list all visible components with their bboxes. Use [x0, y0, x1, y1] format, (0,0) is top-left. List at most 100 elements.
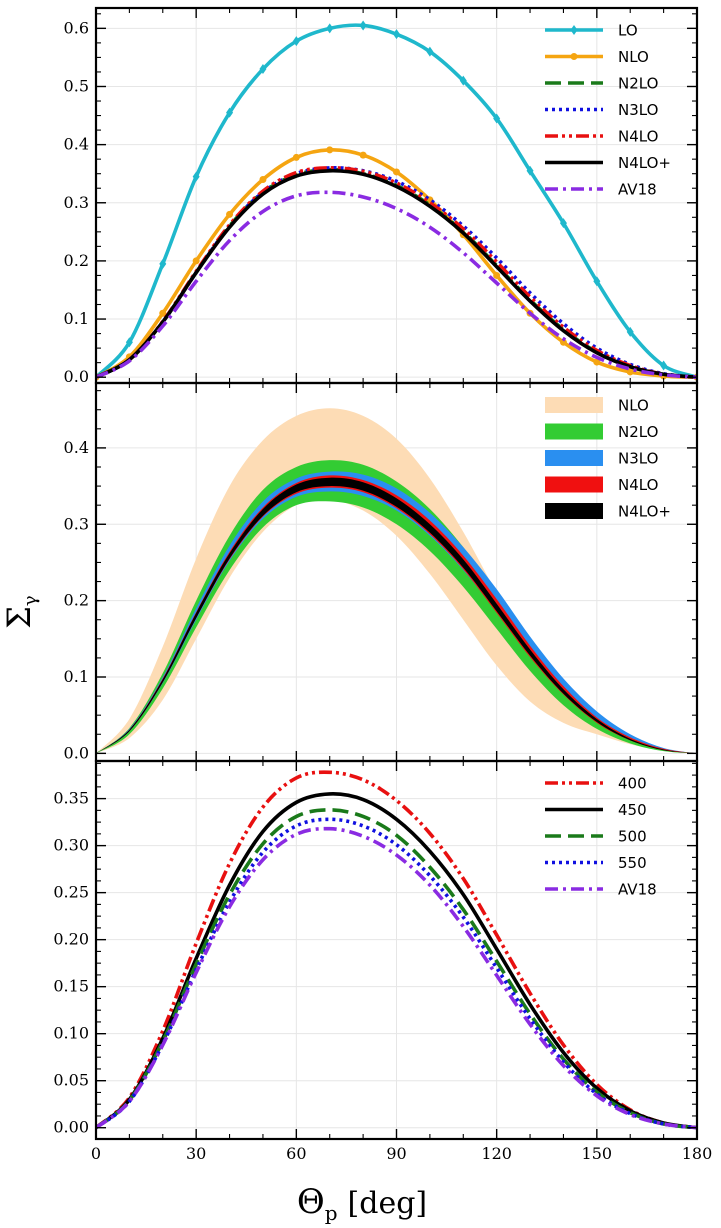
y-tick-label: 0.6 — [64, 18, 89, 37]
data-point — [626, 368, 634, 376]
legend-label: 500 — [618, 828, 647, 846]
data-point — [226, 107, 234, 118]
y-tick-label: 0.00 — [53, 1118, 89, 1137]
panel-middle: 0.0 0.1 0.2 0.3 0.4 NLO N2LO N3LO N4LO N4LO+ — [64, 381, 699, 762]
data-point — [259, 64, 267, 75]
x-tick-label: 0 — [91, 1144, 101, 1163]
x-axis-unit: [deg] — [348, 1186, 428, 1221]
data-point — [393, 29, 400, 40]
legend-swatch — [545, 450, 603, 466]
data-point — [459, 75, 467, 86]
data-point — [159, 309, 167, 317]
series-line-n4lo-plus — [96, 168, 697, 379]
data-point — [559, 338, 567, 346]
x-tick-label: 150 — [582, 1144, 613, 1163]
data-point — [660, 360, 668, 371]
legend-label: N2LO — [618, 423, 658, 441]
data-point — [292, 36, 300, 47]
data-point — [292, 153, 300, 161]
legend-swatch — [545, 503, 603, 519]
y-tick-label: 0.4 — [64, 135, 89, 154]
y-tick-label: 0.5 — [64, 76, 89, 95]
legend-label: AV18 — [618, 181, 657, 199]
legend-swatch — [545, 397, 603, 413]
y-tick-label: 0.0 — [64, 367, 89, 386]
series-line-550 — [96, 817, 697, 1130]
y-axis-symbol: Σ — [0, 606, 38, 629]
y-tick-label: 0.05 — [53, 1071, 89, 1090]
data-point — [593, 358, 601, 366]
legend-label: N4LO — [618, 476, 658, 494]
data-point — [393, 168, 400, 176]
data-point — [626, 326, 634, 337]
y-axis-title: Σγ — [0, 595, 41, 628]
series-line-400 — [96, 770, 697, 1130]
legend-label: 400 — [618, 775, 647, 793]
legend-marker — [570, 25, 578, 35]
y-tick-label: 0.15 — [53, 977, 89, 996]
series-line-av18 — [96, 190, 697, 379]
legend-label: NLO — [618, 397, 649, 415]
y-tick-label: 0.1 — [64, 667, 89, 686]
legend-marker — [570, 53, 578, 60]
y-tick-label: 0.2 — [64, 251, 89, 270]
legend-label: N3LO — [618, 101, 658, 119]
data-point — [259, 176, 267, 184]
y-tick-label: 0.30 — [53, 836, 89, 855]
legend-label: LO — [618, 22, 638, 40]
band-nlo — [96, 408, 697, 754]
series-line-av18 — [96, 826, 697, 1130]
legend-label: N2LO — [618, 75, 658, 93]
panel-top: 0.0 0.1 0.2 0.3 0.4 0.5 0.6 LO NLO N2LO N3LO N4LO N4… — [64, 6, 699, 386]
x-axis-subscript: p — [325, 1201, 338, 1225]
y-tick-label: 0.3 — [64, 514, 89, 533]
legend-swatch — [545, 423, 603, 440]
plot-area — [96, 20, 697, 383]
y-tick-label: 0.2 — [64, 591, 89, 610]
y-axis-subscript: γ — [20, 595, 41, 606]
x-tick-label: 30 — [186, 1144, 206, 1163]
panels: 0.0 0.1 0.2 0.3 0.4 0.5 0.6 LO NLO N2LO N3LO N4LO N4… — [53, 6, 713, 1163]
legend: 400 450 500 550 AV18 — [545, 775, 657, 899]
plot-area — [96, 770, 697, 1130]
x-tick-label: 90 — [386, 1144, 406, 1163]
data-point — [526, 165, 534, 176]
legend-label: NLO — [618, 48, 649, 66]
series-line-500 — [96, 808, 697, 1130]
data-point — [359, 151, 367, 159]
y-tick-label: 0.10 — [53, 1024, 89, 1043]
legend-label: N4LO+ — [618, 154, 671, 172]
svg-text:Σγ: Σγ — [0, 595, 41, 628]
data-point — [192, 257, 200, 265]
y-tick-label: 0.20 — [53, 930, 89, 949]
x-tick-label: 180 — [682, 1144, 713, 1163]
data-point — [359, 20, 367, 31]
data-point — [426, 46, 434, 57]
data-point — [559, 218, 567, 229]
legend: LO NLO N2LO N3LO N4LO N4LO+ AV18 — [545, 22, 671, 199]
legend: NLO N2LO N3LO N4LO N4LO+ — [545, 397, 671, 521]
y-tick-label: 0.1 — [64, 309, 89, 328]
legend-swatch — [545, 476, 603, 493]
y-tick-label: 0.0 — [64, 743, 89, 762]
legend-label: N3LO — [618, 450, 658, 468]
data-point — [593, 276, 601, 287]
y-tick-label: 0.4 — [64, 438, 89, 457]
x-axis-symbol: Θ — [297, 1182, 325, 1222]
legend-label: N4LO — [618, 128, 658, 146]
y-tick-label: 0.3 — [64, 193, 89, 212]
plot-area — [96, 408, 697, 754]
y-tick-label: 0.35 — [53, 789, 89, 808]
legend-label: N4LO+ — [618, 503, 671, 521]
data-point — [226, 210, 234, 218]
x-axis-title: Θp [deg] — [297, 1182, 427, 1225]
data-point — [326, 23, 334, 34]
series-line-450 — [96, 792, 697, 1130]
data-point — [192, 171, 200, 182]
data-point — [326, 146, 334, 154]
data-point — [493, 113, 501, 124]
x-tick-label: 60 — [286, 1144, 306, 1163]
data-point — [493, 271, 501, 279]
data-point — [125, 337, 133, 348]
legend-label: 550 — [618, 854, 647, 872]
